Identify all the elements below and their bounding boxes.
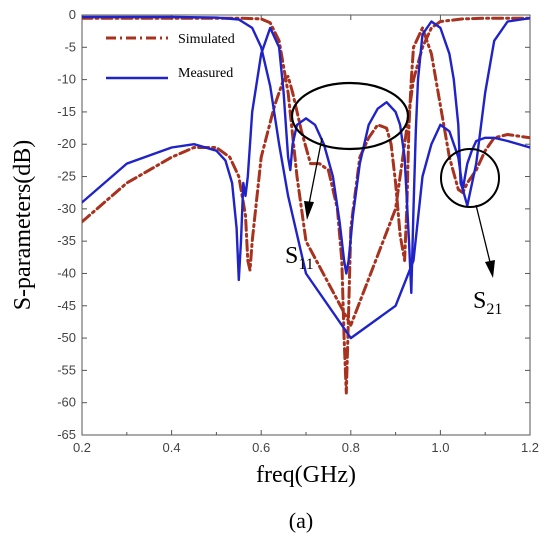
y-tick-label: -30 xyxy=(57,201,76,216)
y-tick-label: -40 xyxy=(57,265,76,280)
y-tick-label: -55 xyxy=(57,362,76,377)
simulated-s21-line xyxy=(82,16,530,327)
x-tick-label: 1.0 xyxy=(431,440,449,455)
legend-measured-label: Measured xyxy=(178,66,233,81)
s11-label: S11 xyxy=(285,243,314,273)
simulated-s11-line xyxy=(82,26,530,395)
legend: Simulated Measured xyxy=(106,32,235,81)
x-tick-label: 0.2 xyxy=(73,440,91,455)
y-tick-label: -45 xyxy=(57,298,76,313)
y-tick-label: -35 xyxy=(57,233,76,248)
y-tick-label: -50 xyxy=(57,330,76,345)
x-tick-label: 0.4 xyxy=(163,440,181,455)
measured-s11-line xyxy=(82,20,530,294)
legend-simulated-label: Simulated xyxy=(178,32,235,47)
s21-label: S21 xyxy=(473,288,502,318)
x-tick-label: 0.6 xyxy=(252,440,270,455)
s11-arrow-line xyxy=(308,137,323,205)
s21-arrow-line xyxy=(475,204,491,263)
y-axis-title: S-parameters(dB) xyxy=(10,140,36,311)
s11-highlight-ellipse xyxy=(290,81,410,151)
x-tick-label: 0.8 xyxy=(342,440,360,455)
y-tick-label: 0 xyxy=(69,7,76,22)
measured-s21-line xyxy=(82,15,530,340)
y-tick-label: -10 xyxy=(57,72,76,87)
s21-highlight-circle xyxy=(440,148,500,208)
y-tick-label: -20 xyxy=(57,136,76,151)
s11-arrowhead xyxy=(304,201,314,220)
y-tick-label: -15 xyxy=(57,104,76,119)
y-tick-label: -25 xyxy=(57,169,76,184)
x-axis-title: freq(GHz) xyxy=(256,462,356,488)
y-tick-label: -5 xyxy=(64,39,76,54)
y-tick-label: -65 xyxy=(57,427,76,442)
s21-arrowhead xyxy=(485,260,495,278)
y-tick-label: -60 xyxy=(57,395,76,410)
figure-caption: (a) xyxy=(289,508,313,533)
x-tick-label: 1.2 xyxy=(521,440,539,455)
axis-tick-labels: 0.2 0.4 0.6 0.8 1.0 1.2 0 -5 -10 -15 -20 -25 -30 -35 -… xyxy=(57,7,539,455)
series-layer xyxy=(82,15,530,395)
